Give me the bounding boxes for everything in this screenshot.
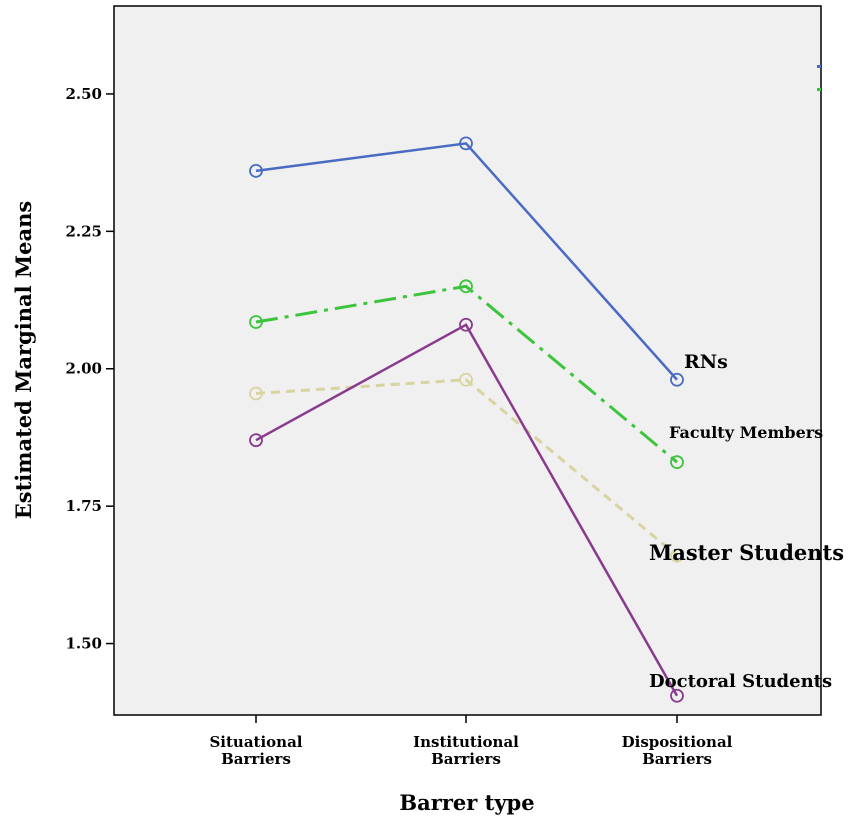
series-label-3: Doctoral Students (649, 671, 832, 692)
data-point (249, 163, 263, 178)
series-label-1: Faculty Members (669, 423, 823, 442)
data-point (670, 688, 684, 703)
y-tick-label: 1.50 (65, 635, 102, 653)
y-tick-label: 1.75 (65, 497, 102, 515)
data-point (249, 433, 263, 448)
series-label-0: RNs (684, 351, 728, 373)
series-lines (249, 136, 684, 703)
plot-area (113, 5, 822, 716)
y-axis: 1.50 1.75 2.00 2.25 2.50 (65, 85, 114, 653)
data-point (459, 279, 473, 294)
legend-fragment (817, 65, 821, 91)
series-line-3 (255, 323, 679, 697)
series-line-2 (255, 378, 678, 557)
data-point (249, 386, 263, 401)
series-label-2: Master Students (649, 540, 844, 565)
y-axis-title: Estimated Marginal Means (11, 201, 36, 519)
data-point (670, 455, 684, 470)
y-tick-label: 2.25 (65, 222, 102, 240)
x-axis-title: Barrer type (399, 790, 534, 815)
x-axis: Situational Barriers Institutional Barriers… (209, 715, 733, 768)
legend-swatch (817, 88, 821, 91)
legend-swatch (817, 65, 821, 68)
x-tick-label: Institutional Barriers (413, 733, 519, 768)
y-tick-label: 2.00 (65, 360, 102, 378)
series-line-0 (255, 142, 678, 381)
data-point (249, 315, 263, 329)
y-tick-label: 2.50 (65, 85, 102, 103)
x-tick-label: Situational Barriers (209, 733, 302, 768)
series-labels: RNs Faculty Members Master Students Doctora… (649, 351, 844, 692)
x-tick-label: Dispositional Barriers (622, 733, 733, 768)
data-point (459, 372, 473, 387)
data-point (459, 136, 473, 151)
data-point (459, 317, 473, 332)
series-line-1 (255, 284, 678, 464)
data-point (670, 548, 684, 563)
data-point (670, 372, 684, 387)
